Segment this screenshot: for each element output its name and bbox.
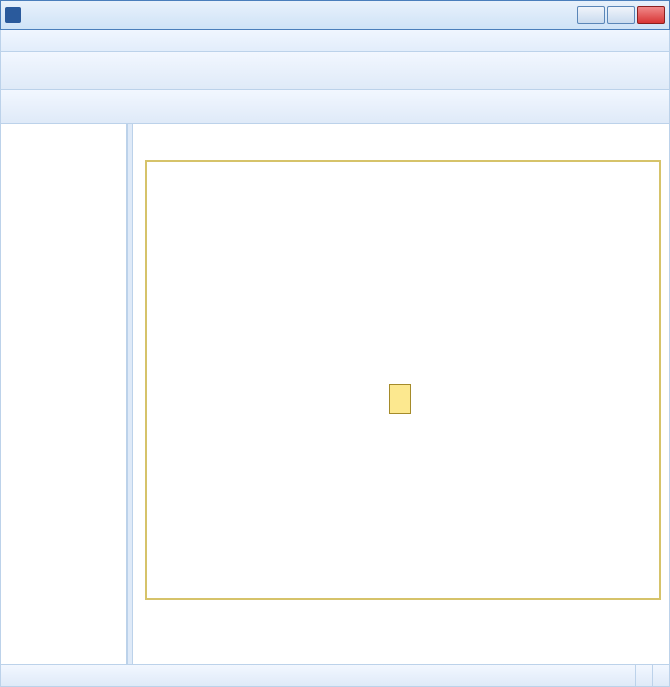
histogram-chart (147, 162, 447, 312)
statusbar (0, 665, 670, 687)
toolbar (0, 52, 670, 90)
viewer-pane (133, 124, 669, 664)
titlebar (0, 0, 670, 30)
close-button[interactable] (637, 6, 665, 24)
maximize-button[interactable] (607, 6, 635, 24)
minimize-button[interactable] (577, 6, 605, 24)
status-dims (652, 665, 669, 686)
navbar (0, 90, 670, 124)
status-processor (635, 665, 652, 686)
section-title (133, 124, 669, 140)
app-icon (5, 7, 21, 23)
menubar (0, 30, 670, 52)
window-buttons (577, 6, 665, 24)
activate-tooltip (389, 384, 411, 414)
content-area (0, 124, 670, 665)
outline-pane[interactable] (1, 124, 127, 664)
chart-container[interactable] (145, 160, 661, 600)
dataset-path (133, 140, 669, 152)
